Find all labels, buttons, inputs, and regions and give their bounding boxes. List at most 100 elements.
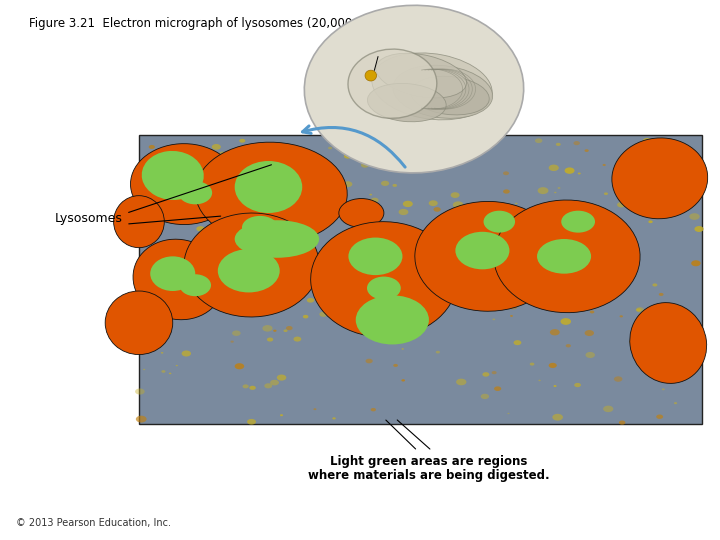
Ellipse shape bbox=[235, 220, 319, 258]
Ellipse shape bbox=[420, 159, 427, 164]
Ellipse shape bbox=[267, 338, 273, 342]
Ellipse shape bbox=[294, 336, 301, 342]
Ellipse shape bbox=[433, 207, 441, 212]
Ellipse shape bbox=[222, 221, 228, 225]
Ellipse shape bbox=[505, 280, 508, 282]
Ellipse shape bbox=[262, 325, 273, 332]
Ellipse shape bbox=[479, 288, 484, 292]
Ellipse shape bbox=[195, 142, 347, 244]
Ellipse shape bbox=[426, 298, 429, 300]
Ellipse shape bbox=[643, 138, 652, 144]
Ellipse shape bbox=[428, 200, 438, 206]
Ellipse shape bbox=[629, 339, 639, 345]
Ellipse shape bbox=[550, 329, 559, 335]
Ellipse shape bbox=[590, 310, 594, 313]
Ellipse shape bbox=[348, 49, 437, 118]
Ellipse shape bbox=[482, 372, 490, 377]
Ellipse shape bbox=[503, 190, 510, 194]
Ellipse shape bbox=[148, 145, 155, 149]
Ellipse shape bbox=[181, 350, 191, 356]
Ellipse shape bbox=[326, 178, 333, 182]
Ellipse shape bbox=[248, 288, 250, 290]
Ellipse shape bbox=[305, 280, 312, 285]
Ellipse shape bbox=[535, 138, 542, 143]
Ellipse shape bbox=[130, 144, 238, 225]
Ellipse shape bbox=[393, 65, 492, 118]
Ellipse shape bbox=[451, 192, 459, 198]
Ellipse shape bbox=[292, 167, 295, 169]
Ellipse shape bbox=[552, 210, 561, 215]
Ellipse shape bbox=[365, 70, 377, 81]
Ellipse shape bbox=[619, 315, 623, 318]
Text: Light green areas are regions: Light green areas are regions bbox=[330, 455, 527, 468]
Ellipse shape bbox=[212, 300, 223, 306]
Ellipse shape bbox=[367, 84, 446, 122]
Ellipse shape bbox=[243, 384, 248, 388]
Ellipse shape bbox=[176, 365, 178, 366]
Ellipse shape bbox=[143, 369, 145, 370]
Ellipse shape bbox=[165, 251, 170, 254]
Ellipse shape bbox=[449, 261, 453, 264]
Ellipse shape bbox=[503, 171, 509, 175]
Ellipse shape bbox=[184, 213, 319, 317]
Ellipse shape bbox=[603, 406, 613, 412]
Ellipse shape bbox=[232, 330, 240, 336]
Ellipse shape bbox=[402, 201, 413, 207]
Ellipse shape bbox=[390, 309, 392, 312]
Ellipse shape bbox=[396, 310, 403, 315]
Ellipse shape bbox=[399, 209, 408, 215]
Ellipse shape bbox=[333, 417, 336, 420]
Ellipse shape bbox=[573, 141, 580, 145]
Ellipse shape bbox=[393, 364, 398, 367]
Ellipse shape bbox=[340, 187, 345, 191]
Ellipse shape bbox=[279, 157, 285, 160]
Ellipse shape bbox=[239, 139, 246, 143]
Ellipse shape bbox=[662, 388, 665, 390]
Ellipse shape bbox=[327, 299, 338, 306]
Ellipse shape bbox=[585, 330, 594, 336]
Ellipse shape bbox=[656, 325, 659, 326]
Ellipse shape bbox=[343, 181, 352, 187]
Ellipse shape bbox=[356, 295, 429, 345]
Ellipse shape bbox=[652, 284, 657, 287]
Text: Lysosomes: Lysosomes bbox=[55, 212, 122, 225]
Ellipse shape bbox=[556, 143, 561, 146]
Ellipse shape bbox=[179, 274, 211, 296]
Ellipse shape bbox=[618, 244, 621, 246]
Ellipse shape bbox=[619, 421, 626, 424]
Ellipse shape bbox=[577, 172, 581, 174]
Ellipse shape bbox=[242, 216, 278, 239]
Ellipse shape bbox=[384, 239, 387, 240]
Ellipse shape bbox=[303, 315, 308, 319]
Ellipse shape bbox=[418, 269, 421, 271]
Ellipse shape bbox=[689, 213, 700, 220]
Ellipse shape bbox=[446, 151, 455, 156]
Ellipse shape bbox=[344, 154, 351, 159]
Ellipse shape bbox=[665, 353, 668, 355]
Ellipse shape bbox=[297, 164, 301, 166]
Ellipse shape bbox=[135, 388, 145, 395]
Ellipse shape bbox=[684, 201, 693, 207]
Ellipse shape bbox=[133, 239, 224, 320]
Ellipse shape bbox=[528, 233, 538, 240]
Ellipse shape bbox=[444, 297, 452, 302]
Ellipse shape bbox=[313, 408, 317, 410]
Text: where materials are being digested.: where materials are being digested. bbox=[307, 469, 549, 482]
Ellipse shape bbox=[235, 363, 244, 369]
Ellipse shape bbox=[142, 151, 204, 200]
Ellipse shape bbox=[494, 200, 640, 313]
Ellipse shape bbox=[512, 286, 519, 290]
Ellipse shape bbox=[307, 298, 314, 302]
Ellipse shape bbox=[523, 218, 529, 222]
Ellipse shape bbox=[381, 181, 390, 186]
Ellipse shape bbox=[247, 419, 256, 424]
Ellipse shape bbox=[258, 303, 264, 306]
Ellipse shape bbox=[366, 359, 373, 363]
Ellipse shape bbox=[339, 144, 350, 151]
Ellipse shape bbox=[114, 195, 164, 248]
Ellipse shape bbox=[549, 165, 559, 171]
Ellipse shape bbox=[410, 76, 490, 115]
Ellipse shape bbox=[190, 177, 197, 182]
Ellipse shape bbox=[636, 307, 644, 312]
Ellipse shape bbox=[691, 260, 701, 266]
